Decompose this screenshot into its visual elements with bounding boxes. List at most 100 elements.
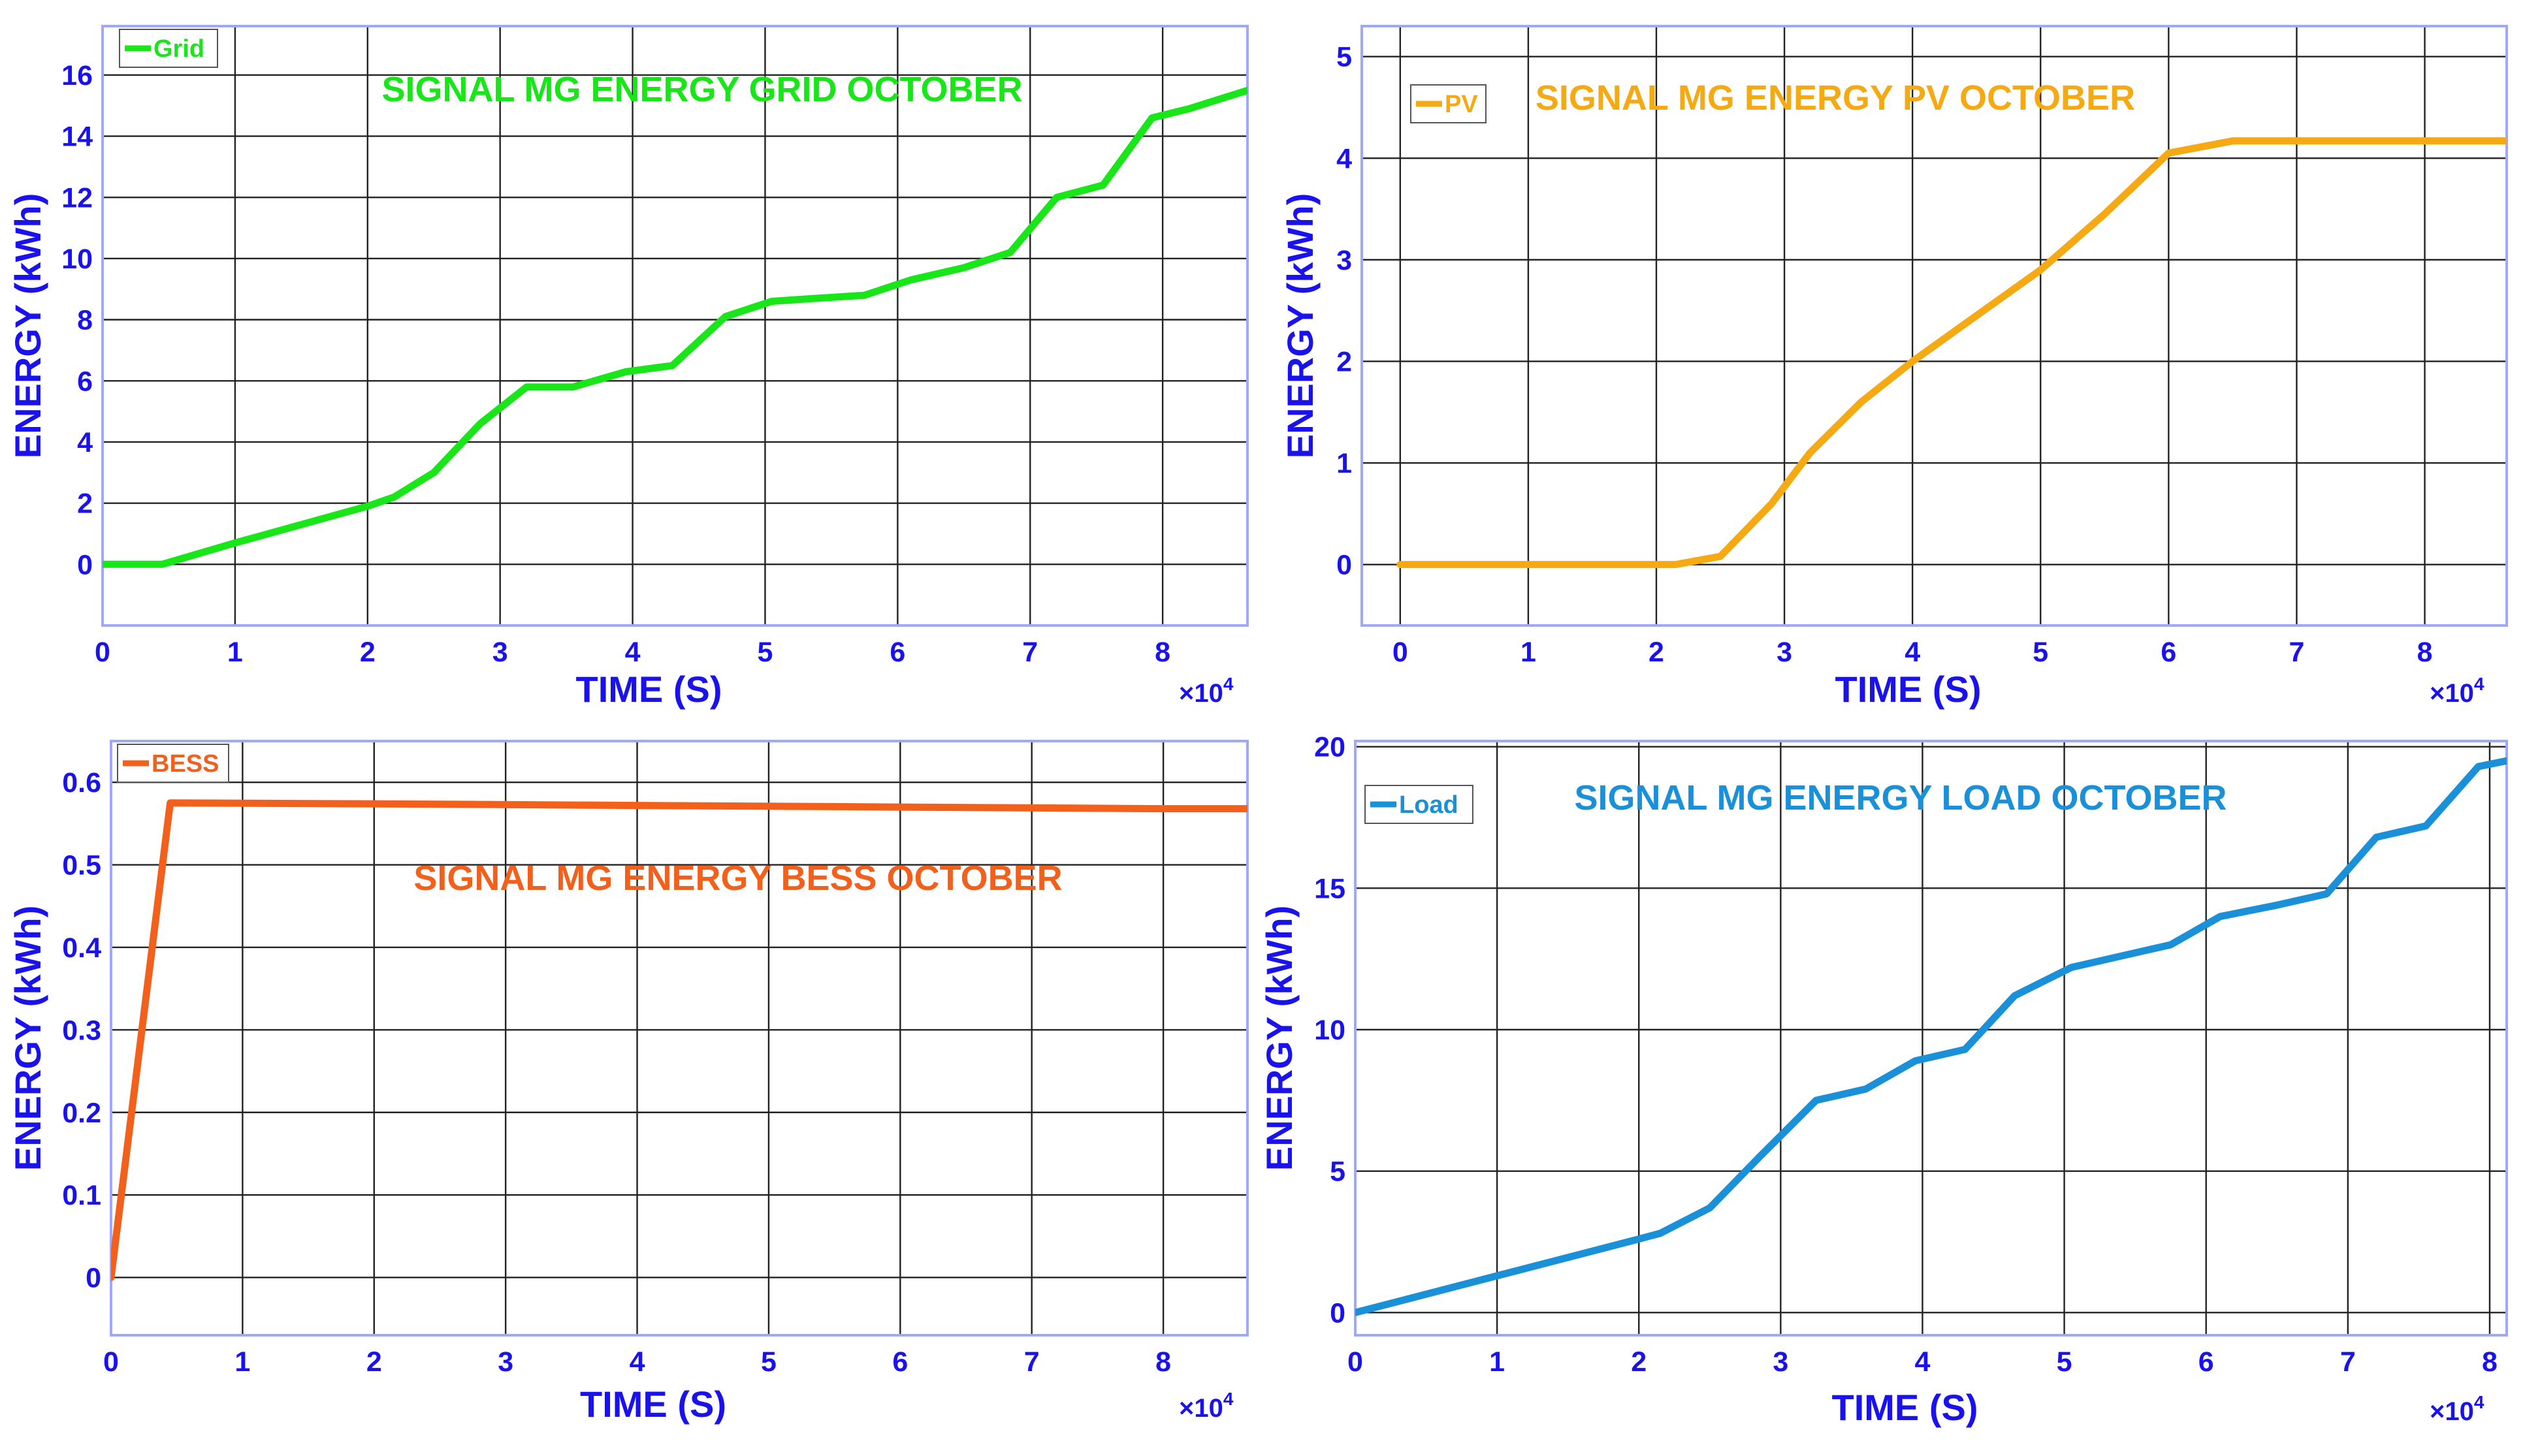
x-tick-label: 2 bbox=[366, 1346, 382, 1378]
y-tick-label: 10 bbox=[1314, 1015, 1345, 1046]
x-tick-label: 2 bbox=[1631, 1346, 1647, 1378]
y-tick-label: 10 bbox=[61, 244, 93, 275]
x-tick-label: 1 bbox=[1489, 1346, 1505, 1378]
x-tick-label: 7 bbox=[2340, 1346, 2356, 1378]
y-tick-label: 12 bbox=[61, 182, 93, 214]
x-tick-label: 5 bbox=[2057, 1346, 2072, 1378]
x-tick-label: 3 bbox=[1777, 637, 1792, 668]
x-tick-label: 8 bbox=[2417, 637, 2433, 668]
plot-frame bbox=[1360, 25, 2508, 627]
y-tick-label: 15 bbox=[1314, 873, 1345, 904]
chart-title: SIGNAL MG ENERGY PV OCTOBER bbox=[1536, 78, 2135, 118]
y-tick-label: 0.3 bbox=[62, 1015, 101, 1046]
x-tick-label: 0 bbox=[1347, 1346, 1363, 1378]
plot-frame bbox=[110, 740, 1249, 1337]
x-tick-label: 4 bbox=[630, 1346, 645, 1378]
chart-title: SIGNAL MG ENERGY GRID OCTOBER bbox=[381, 70, 1022, 109]
x-axis-label: TIME (S) bbox=[576, 669, 722, 710]
x-tick-label: 2 bbox=[360, 637, 376, 668]
legend: Grid bbox=[119, 29, 218, 68]
x-tick-label: 3 bbox=[1773, 1346, 1788, 1378]
x-tick-label: 0 bbox=[95, 637, 110, 668]
y-tick-label: 2 bbox=[77, 488, 93, 520]
y-tick-label: 1 bbox=[1336, 448, 1352, 479]
x-tick-label: 5 bbox=[761, 1346, 777, 1378]
y-tick-label: 16 bbox=[61, 60, 93, 91]
y-axis-label: ENERGY (kWh) bbox=[1259, 906, 1300, 1171]
x-tick-label: 6 bbox=[2161, 637, 2176, 668]
legend: BESS bbox=[117, 744, 229, 783]
bess-energy-chart: 0 1 2 3 4 5 6 7 8 0 0.1 0.2 0.3 0.4 0.5 0.6 TIME (S) ENER… bbox=[7, 740, 1249, 1425]
x-tick-label: 2 bbox=[1648, 637, 1664, 668]
y-tick-label: 5 bbox=[1330, 1156, 1345, 1188]
y-tick-label: 0.6 bbox=[62, 767, 101, 799]
x-tick-label: 8 bbox=[1155, 637, 1170, 668]
y-tick-label: 4 bbox=[77, 427, 93, 458]
chart-title: SIGNAL MG ENERGY BESS OCTOBER bbox=[413, 859, 1062, 898]
legend-label: BESS bbox=[152, 750, 219, 778]
series-line-pv bbox=[1396, 137, 2507, 569]
x-tick-label: 1 bbox=[227, 637, 243, 668]
y-tick-label: 14 bbox=[61, 121, 93, 153]
y-tick-label: 5 bbox=[1336, 42, 1352, 73]
x-tick-label: 6 bbox=[890, 637, 905, 668]
y-tick-label: 8 bbox=[77, 305, 93, 336]
x-tick-label: 7 bbox=[1022, 637, 1038, 668]
series-line-bess bbox=[111, 799, 1247, 1281]
plot-frame bbox=[101, 25, 1249, 627]
x-tick-label: 8 bbox=[2482, 1346, 2498, 1378]
y-tick-label: 2 bbox=[1336, 346, 1352, 377]
chart-title: SIGNAL MG ENERGY LOAD OCTOBER bbox=[1574, 778, 2227, 817]
x-tick-label: 5 bbox=[2033, 637, 2048, 668]
y-axis-label: ENERGY (kWh) bbox=[1279, 193, 1321, 459]
y-tick-label: 6 bbox=[77, 366, 93, 397]
series-line-load bbox=[1355, 757, 2507, 1316]
x-tick-label: 3 bbox=[492, 637, 508, 668]
x-axis-label: TIME (S) bbox=[1832, 1387, 1978, 1428]
x-axis-multiplier-exponent: 4 bbox=[1223, 1389, 1234, 1409]
x-tick-label: 1 bbox=[1520, 637, 1536, 668]
x-axis-multiplier-exponent: 4 bbox=[2474, 674, 2485, 694]
y-tick-label: 3 bbox=[1336, 245, 1352, 276]
x-tick-label: 5 bbox=[758, 637, 773, 668]
y-tick-label: 0 bbox=[86, 1263, 101, 1294]
y-axis-label: ENERGY (kWh) bbox=[7, 906, 48, 1171]
y-tick-label: 20 bbox=[1314, 732, 1345, 763]
y-tick-label: 0.4 bbox=[62, 932, 101, 964]
x-tick-label: 6 bbox=[892, 1346, 908, 1378]
legend: PV bbox=[1410, 84, 1487, 123]
x-tick-label: 4 bbox=[1915, 1346, 1931, 1378]
x-tick-label: 6 bbox=[2198, 1346, 2214, 1378]
series-line-grid bbox=[103, 86, 1247, 568]
x-tick-label: 8 bbox=[1155, 1346, 1171, 1378]
legend-label: PV bbox=[1445, 91, 1478, 118]
x-axis-multiplier-exponent: 4 bbox=[2474, 1392, 2485, 1412]
x-tick-label: 4 bbox=[1905, 637, 1920, 668]
x-tick-label: 4 bbox=[625, 637, 641, 668]
y-tick-label: 0 bbox=[77, 549, 93, 580]
x-tick-label: 7 bbox=[1024, 1346, 1040, 1378]
y-tick-label: 0 bbox=[1336, 550, 1352, 581]
x-tick-label: 0 bbox=[103, 1346, 119, 1378]
legend-label: Grid bbox=[153, 35, 204, 63]
y-tick-label: 0.1 bbox=[62, 1180, 101, 1211]
y-axis-label: ENERGY (kWh) bbox=[7, 193, 48, 459]
plot-frame bbox=[1354, 740, 2508, 1337]
x-axis-label: TIME (S) bbox=[1835, 669, 1982, 710]
x-axis-multiplier-exponent: 4 bbox=[1223, 674, 1234, 694]
x-tick-label: 3 bbox=[498, 1346, 513, 1378]
legend: Load bbox=[1364, 785, 1473, 824]
x-tick-label: 7 bbox=[2289, 637, 2304, 668]
legend-label: Load bbox=[1399, 791, 1458, 819]
y-tick-label: 0 bbox=[1330, 1297, 1345, 1329]
y-tick-label: 0.5 bbox=[62, 850, 101, 881]
y-tick-label: 4 bbox=[1336, 143, 1352, 174]
x-axis-label: TIME (S) bbox=[580, 1384, 726, 1425]
y-tick-label: 0.2 bbox=[62, 1098, 101, 1129]
x-tick-label: 0 bbox=[1392, 637, 1408, 668]
